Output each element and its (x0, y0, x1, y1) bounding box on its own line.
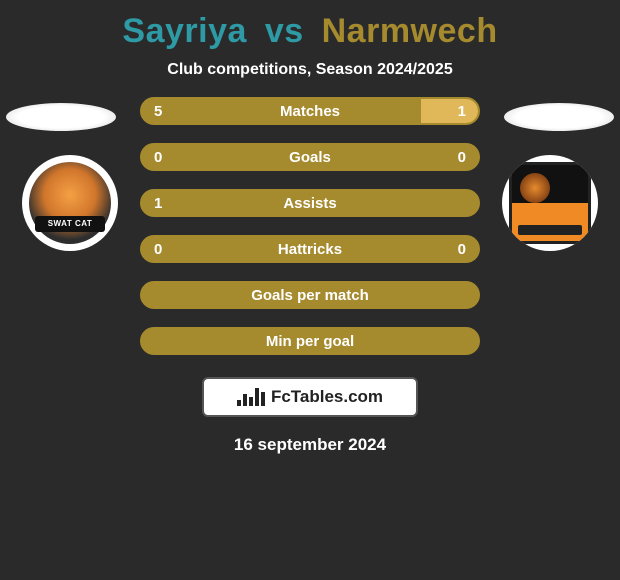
stat-left-value: 1 (154, 191, 162, 215)
stat-right-seg: 0 (310, 237, 478, 261)
stat-right-seg: 1 (421, 99, 478, 123)
stat-label: Assists (142, 195, 478, 212)
club-badge-left: SWAT CAT (22, 155, 118, 251)
player2-name: Narmwech (322, 12, 498, 50)
subtitle: Club competitions, Season 2024/2025 (0, 61, 620, 79)
stat-label: Min per goal (142, 333, 478, 350)
footer-brand-text: FcTables.com (271, 387, 383, 407)
stat-left-seg: 5 (142, 99, 421, 123)
stat-left-seg: 0 (142, 237, 310, 261)
date-text: 16 september 2024 (0, 435, 620, 455)
stat-row: Min per goal (140, 327, 480, 355)
club-badge-left-label: SWAT CAT (35, 216, 105, 232)
stat-row: 00Goals (140, 143, 480, 171)
page-title: Sayriya vs Narmwech (0, 0, 620, 51)
stat-right-seg: 0 (310, 145, 478, 169)
stat-bars: 51Matches00Goals1Assists00HattricksGoals… (140, 97, 480, 355)
stat-row: 1Assists (140, 189, 480, 217)
spotlight-right (504, 103, 614, 131)
club-badge-left-art: SWAT CAT (29, 162, 111, 244)
footer-brand: FcTables.com (202, 377, 418, 417)
comparison-arena: SWAT CAT 51Matches00Goals1Assists00Hattr… (0, 97, 620, 355)
stat-row: Goals per match (140, 281, 480, 309)
stat-label: Goals per match (142, 287, 478, 304)
stat-left-seg: 0 (142, 145, 310, 169)
brand-bars-icon (237, 388, 265, 406)
stat-row: 00Hattricks (140, 235, 480, 263)
club-badge-right-art (509, 162, 591, 244)
spotlight-left (6, 103, 116, 131)
vs-text: vs (257, 12, 312, 50)
stat-row: 51Matches (140, 97, 480, 125)
player1-name: Sayriya (122, 12, 247, 50)
club-badge-right (502, 155, 598, 251)
